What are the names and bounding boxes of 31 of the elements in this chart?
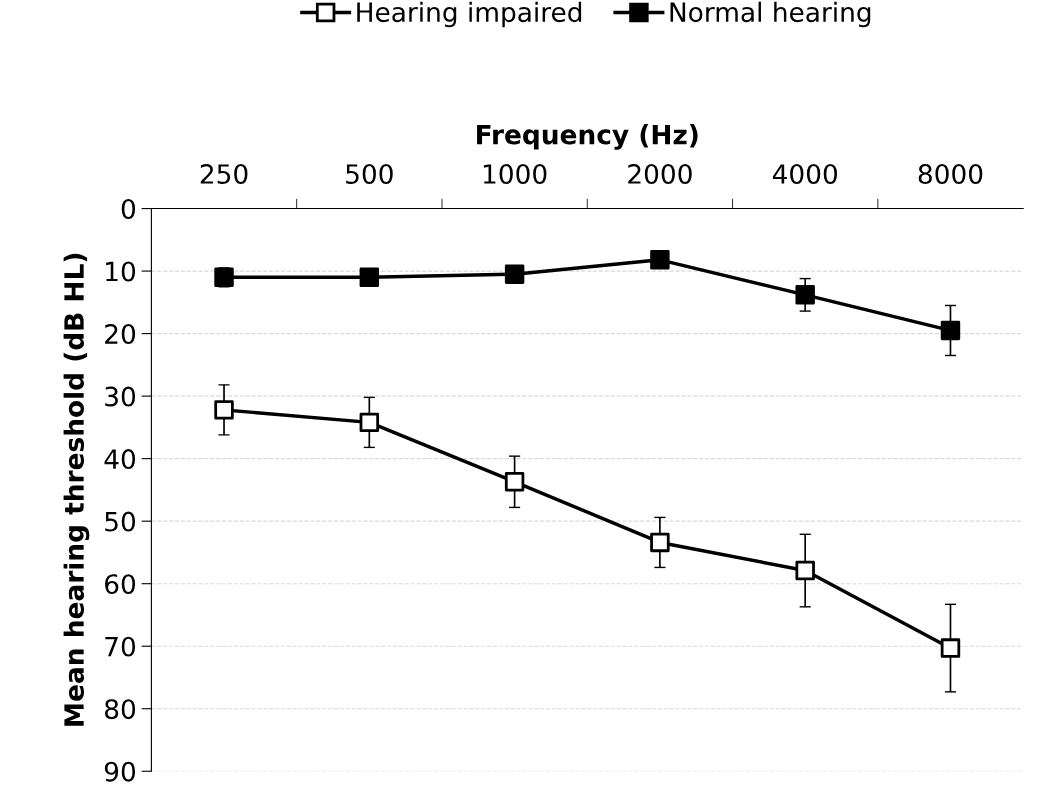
x-tick-label: 250 — [200, 164, 248, 184]
x-tick-label: 500 — [346, 164, 393, 184]
point — [359, 267, 380, 288]
x-tick-label: 4000 — [772, 164, 838, 184]
y-tick-label: 80 — [105, 699, 136, 720]
y-tick-label: 0 — [121, 199, 136, 219]
x-tick-label: 8000 — [918, 164, 983, 184]
y-tick-label: 60 — [105, 574, 136, 595]
legend-label: Hearing impaired — [357, 1, 582, 28]
x-axis-title: Frequency (Hz) — [477, 124, 698, 150]
x-tick-label: 2000 — [628, 164, 692, 184]
y-tick-label: 70 — [105, 636, 136, 657]
point — [650, 532, 670, 553]
point — [504, 264, 525, 284]
point — [940, 638, 961, 658]
point — [504, 472, 525, 492]
point — [359, 412, 380, 433]
y-axis-title: Mean hearing threshold (dB HL) — [63, 253, 90, 726]
legend-label: Normal hearing — [670, 1, 871, 28]
y-tick-label: 50 — [105, 511, 136, 532]
x-tick-label: 1000 — [483, 164, 547, 184]
point — [795, 285, 815, 305]
y-tick-label: 40 — [104, 449, 136, 470]
y-tick-label: 20 — [105, 324, 136, 344]
point — [214, 400, 234, 420]
point — [940, 320, 961, 341]
y-tick-label: 10 — [106, 261, 136, 282]
point — [650, 250, 670, 270]
y-tick-label: 90 — [104, 761, 136, 782]
point — [795, 560, 815, 581]
y-tick-label: 30 — [105, 386, 136, 407]
